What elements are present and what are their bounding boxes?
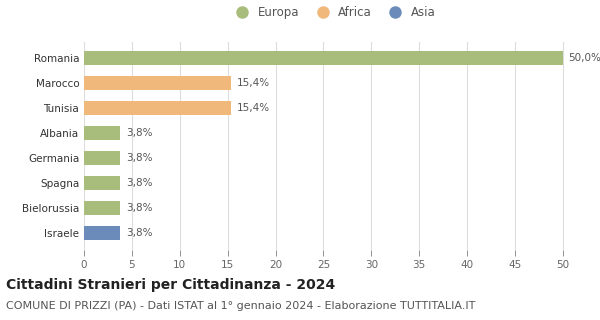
Text: 15,4%: 15,4% (237, 78, 271, 88)
Text: 3,8%: 3,8% (126, 203, 152, 213)
Bar (84, 51, 563, 65)
Bar (84, 126, 121, 140)
Legend: Europa, Africa, Asia: Europa, Africa, Asia (226, 2, 440, 24)
Text: 3,8%: 3,8% (126, 178, 152, 188)
Text: 3,8%: 3,8% (126, 153, 152, 163)
Text: 50,0%: 50,0% (569, 53, 600, 63)
Bar (84, 201, 121, 215)
Bar (84, 151, 121, 165)
Text: 3,8%: 3,8% (126, 128, 152, 138)
Bar (84, 176, 121, 190)
Bar (84, 76, 232, 90)
Text: 15,4%: 15,4% (237, 103, 271, 113)
Text: COMUNE DI PRIZZI (PA) - Dati ISTAT al 1° gennaio 2024 - Elaborazione TUTTITALIA.: COMUNE DI PRIZZI (PA) - Dati ISTAT al 1°… (6, 301, 475, 311)
Bar (84, 101, 232, 115)
Bar (84, 226, 121, 240)
Text: 3,8%: 3,8% (126, 228, 152, 238)
Text: Cittadini Stranieri per Cittadinanza - 2024: Cittadini Stranieri per Cittadinanza - 2… (6, 278, 335, 292)
